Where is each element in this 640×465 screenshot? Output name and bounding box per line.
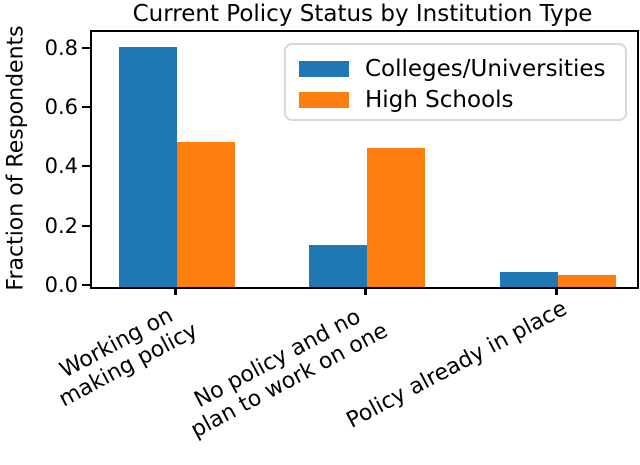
y-tick-label: 0.2 — [44, 213, 78, 238]
y-axis-label: Fraction of Respondents — [3, 25, 29, 291]
y-tick-label: 0.8 — [44, 35, 78, 60]
bar-colleges-cat2 — [500, 272, 558, 287]
x-tick-mark — [174, 287, 177, 295]
y-tick-label: 0.4 — [44, 154, 78, 179]
y-tick-mark — [82, 224, 90, 227]
legend-swatch-highschools-icon — [299, 91, 349, 108]
bar-highschools-cat2 — [558, 275, 616, 287]
legend: Colleges/Universities High Schools — [284, 43, 627, 121]
y-tick-mark — [82, 106, 90, 109]
legend-swatch-colleges-icon — [299, 60, 349, 77]
bar-colleges-cat1 — [309, 245, 367, 287]
legend-item-highschools: High Schools — [299, 84, 625, 115]
y-tick-mark — [82, 284, 90, 286]
legend-item-colleges: Colleges/Universities — [299, 53, 625, 84]
y-tick-label: 0.0 — [44, 273, 78, 297]
y-tick-label: 0.6 — [44, 95, 78, 120]
x-tick-mark — [555, 287, 558, 295]
y-tick-mark — [82, 165, 90, 168]
y-tick-mark — [82, 46, 90, 49]
bar-highschools-cat0 — [177, 142, 235, 287]
chart-title: Current Policy Status by Institution Typ… — [132, 1, 593, 27]
bar-highschools-cat1 — [367, 148, 425, 287]
bar-colleges-cat0 — [119, 47, 177, 287]
x-tick-mark — [364, 287, 367, 295]
legend-label-colleges: Colleges/Universities — [365, 55, 606, 82]
legend-label-highschools: High Schools — [365, 86, 514, 113]
